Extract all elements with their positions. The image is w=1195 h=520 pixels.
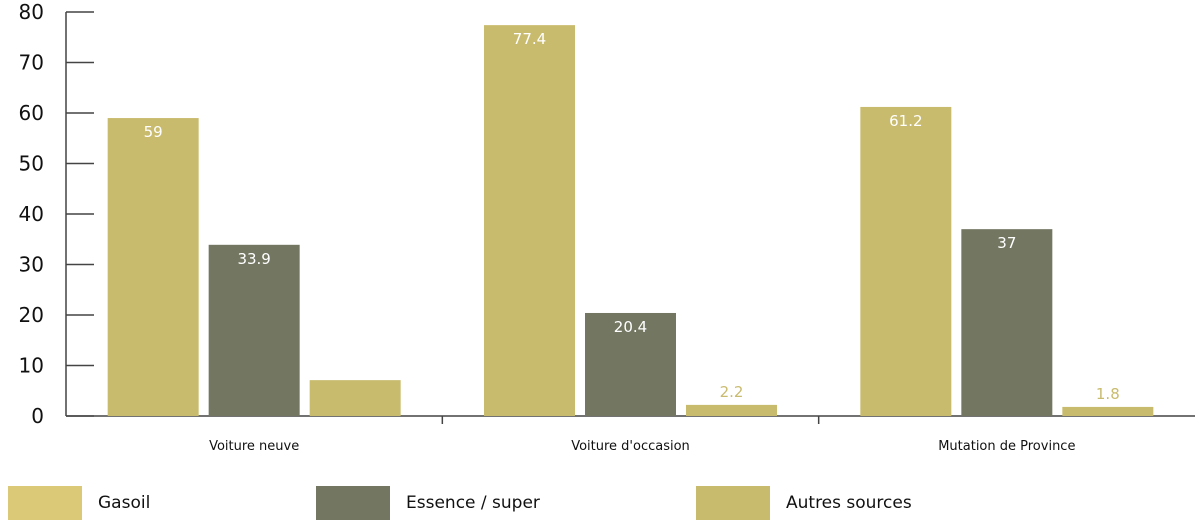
y-tick-label-40: 40 <box>19 202 44 226</box>
legend-swatch-autres <box>696 486 770 520</box>
x-category-label-0: Voiture neuve <box>209 439 299 454</box>
y-tick-label-70: 70 <box>19 51 44 75</box>
x-category-label-2: Mutation de Province <box>938 439 1075 454</box>
y-tick-label-20: 20 <box>19 303 44 327</box>
y-tick-label-30: 30 <box>19 253 44 277</box>
legend-item-gasoil: Gasoil <box>8 486 150 520</box>
legend-label-essence: Essence / super <box>406 493 540 513</box>
legend-item-essence: Essence / super <box>316 486 540 520</box>
x-category-label-1: Voiture d'occasion <box>571 439 690 454</box>
legend-item-autres: Autres sources <box>696 486 912 520</box>
bar-2-1 <box>961 229 1053 416</box>
chart-legend: Gasoil Essence / super Autres sources <box>0 486 1195 520</box>
data-label-0-0: 59 <box>144 123 163 141</box>
bar-1-0 <box>484 25 575 416</box>
bar-2-0 <box>860 106 952 416</box>
data-label-2-1: 37 <box>997 234 1016 252</box>
y-tick-label-80: 80 <box>19 0 44 24</box>
data-label-1-0: 77.4 <box>513 30 546 48</box>
bar-chart: 0 10 20 30 40 50 60 70 80 59 33.9 7.1 Voiture neuve 7… <box>19 0 1195 454</box>
bar-2-2 <box>1062 406 1154 416</box>
bar-0-0 <box>107 118 199 417</box>
bar-0-2 <box>309 380 401 416</box>
y-tick-label-50: 50 <box>19 152 44 176</box>
data-label-1-2: 2.2 <box>720 383 744 401</box>
data-label-0-2: 7.1 <box>343 385 367 403</box>
bar-1-2 <box>686 404 777 416</box>
y-tick-label-60: 60 <box>19 101 44 125</box>
data-label-2-0: 61.2 <box>889 112 922 130</box>
bar-1-1 <box>585 312 676 416</box>
data-label-0-1: 33.9 <box>237 250 270 268</box>
y-tick-label-10: 10 <box>19 354 44 378</box>
legend-swatch-essence <box>316 486 390 520</box>
legend-label-gasoil: Gasoil <box>98 493 151 513</box>
legend-swatch-gasoil <box>8 486 82 520</box>
data-label-2-2: 1.8 <box>1096 385 1120 403</box>
bar-0-1 <box>208 244 300 416</box>
data-label-1-1: 20.4 <box>614 318 647 336</box>
y-tick-label-0: 0 <box>31 404 44 428</box>
legend-label-autres: Autres sources <box>786 493 912 513</box>
